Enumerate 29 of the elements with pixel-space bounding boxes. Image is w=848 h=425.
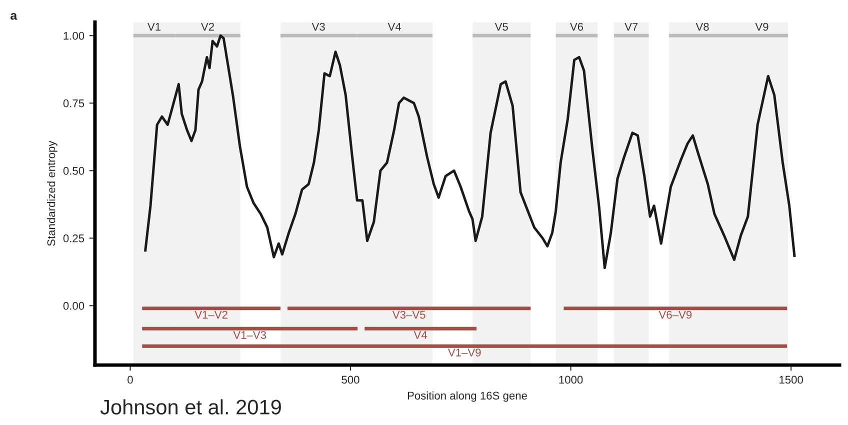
text: a <box>10 12 18 20</box>
x-tick-label: 1500 <box>780 376 803 384</box>
y-tick-label: 0.50 <box>63 166 84 175</box>
series-label: V4 <box>414 331 428 339</box>
x-tick-label: 0 <box>128 376 133 384</box>
y-tick-label: 0.75 <box>63 99 84 108</box>
x-tick-label: 500 <box>342 376 360 384</box>
y-tick-label: 0.00 <box>63 302 84 310</box>
band-label: V1 <box>147 22 160 31</box>
y-tick-label: 0.25 <box>63 234 84 242</box>
y-tick-label: 1.00 <box>64 32 84 40</box>
series-label: V3–V5 <box>392 310 426 319</box>
band-label: V3 <box>312 22 325 31</box>
band-label: V5 <box>494 22 508 31</box>
band-label: V4 <box>388 22 402 31</box>
y-axis-title: Standardized entropy <box>47 140 58 246</box>
band-label: V2 <box>201 22 214 31</box>
band-label: V6 <box>570 22 584 31</box>
band-label: V9 <box>755 22 768 31</box>
line-series <box>144 34 796 270</box>
series-label: V1–V3 <box>233 331 266 339</box>
series-label: V1–V2 <box>194 310 228 319</box>
series-label: V6–V9 <box>658 310 692 319</box>
text: Johnson et al. 2019 <box>100 399 281 415</box>
band-label: V8 <box>696 22 709 31</box>
x-axis-title: Position along 16S gene <box>408 391 527 402</box>
series-label: V1–V9 <box>448 348 481 356</box>
band-label: V7 <box>624 22 638 31</box>
x-tick-label: 1000 <box>559 376 583 384</box>
